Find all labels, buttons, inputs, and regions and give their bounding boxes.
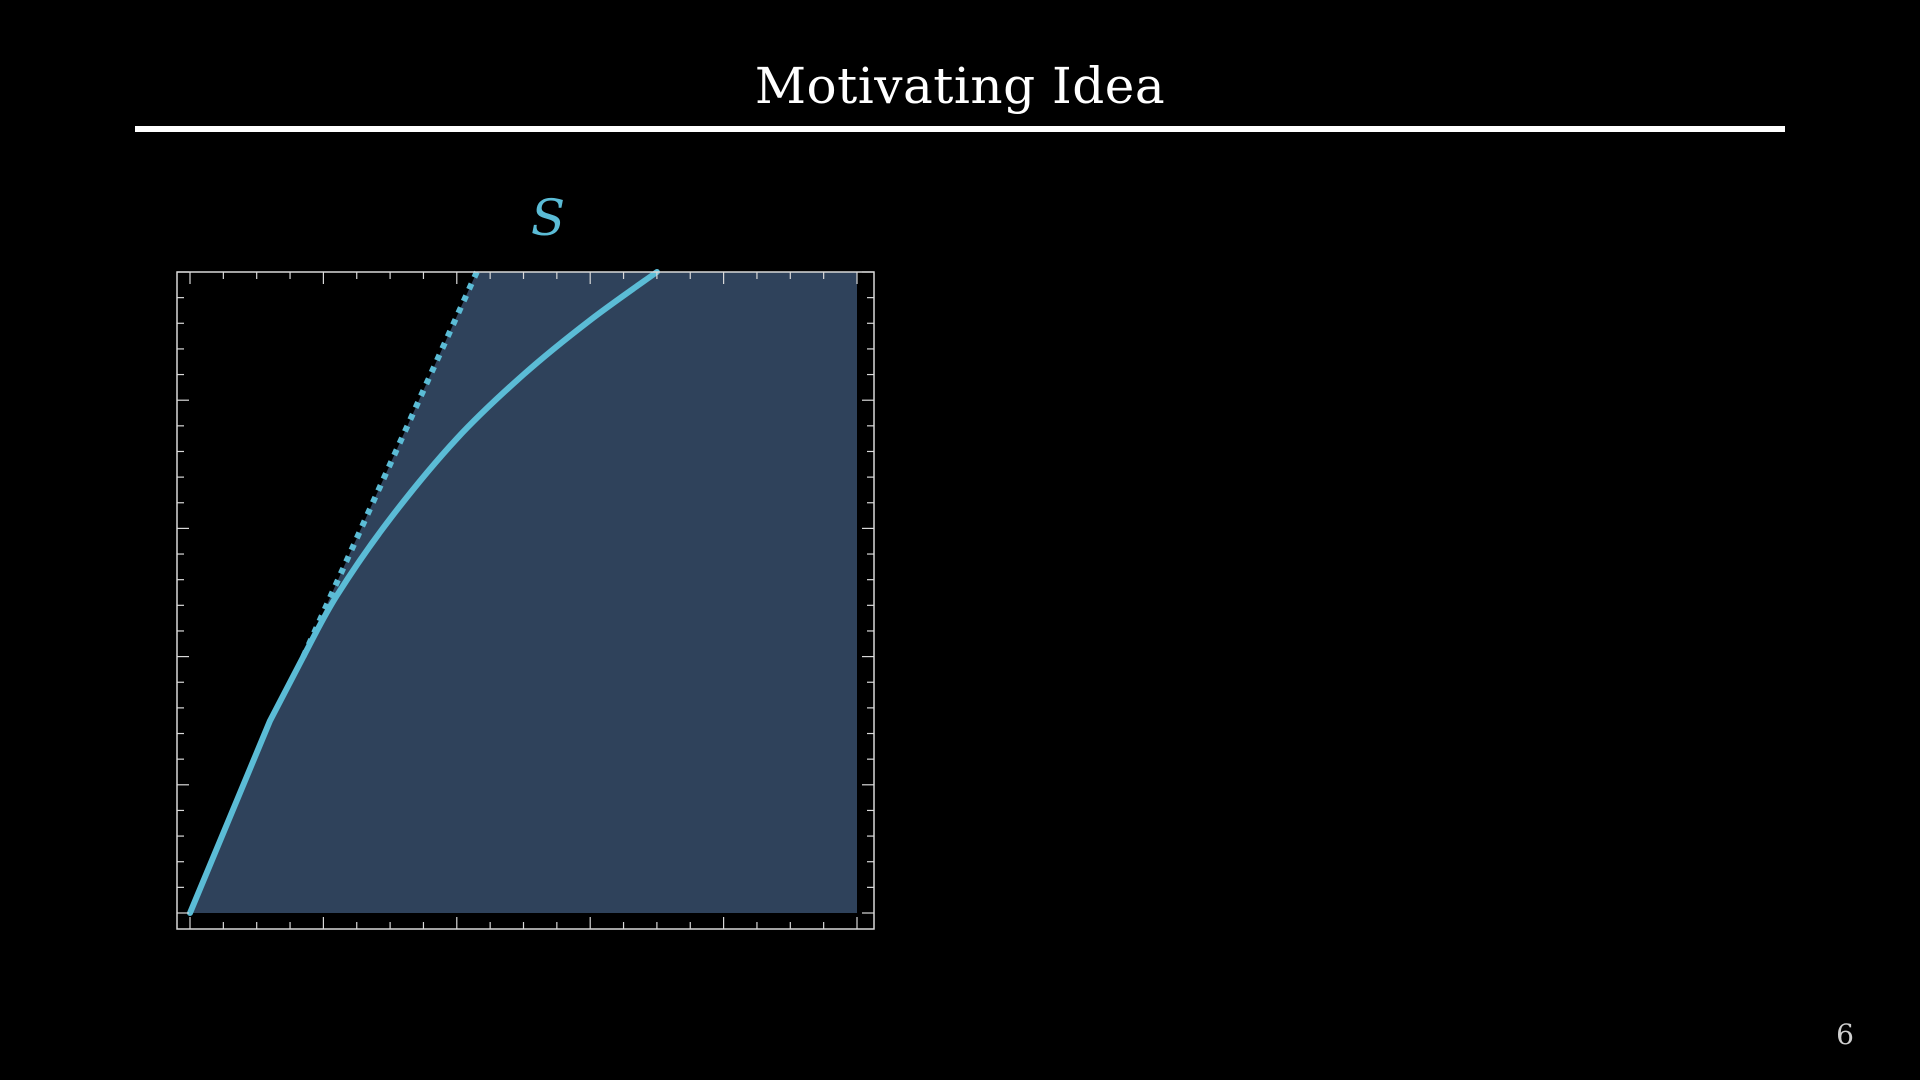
- series-layer: [187, 269, 660, 916]
- set-label: S: [530, 189, 566, 247]
- plot-frame: [176, 271, 875, 930]
- slide-title: Motivating Idea: [754, 57, 1166, 115]
- title-rule: [135, 126, 1785, 132]
- plot-frame-layer: [176, 271, 875, 930]
- page-number: 6: [1836, 1018, 1854, 1051]
- feasible-region-layer: [190, 272, 857, 913]
- boundary-curve: [187, 269, 660, 916]
- feasible-region: [190, 272, 857, 913]
- tangent-dotted-line: [300, 270, 480, 658]
